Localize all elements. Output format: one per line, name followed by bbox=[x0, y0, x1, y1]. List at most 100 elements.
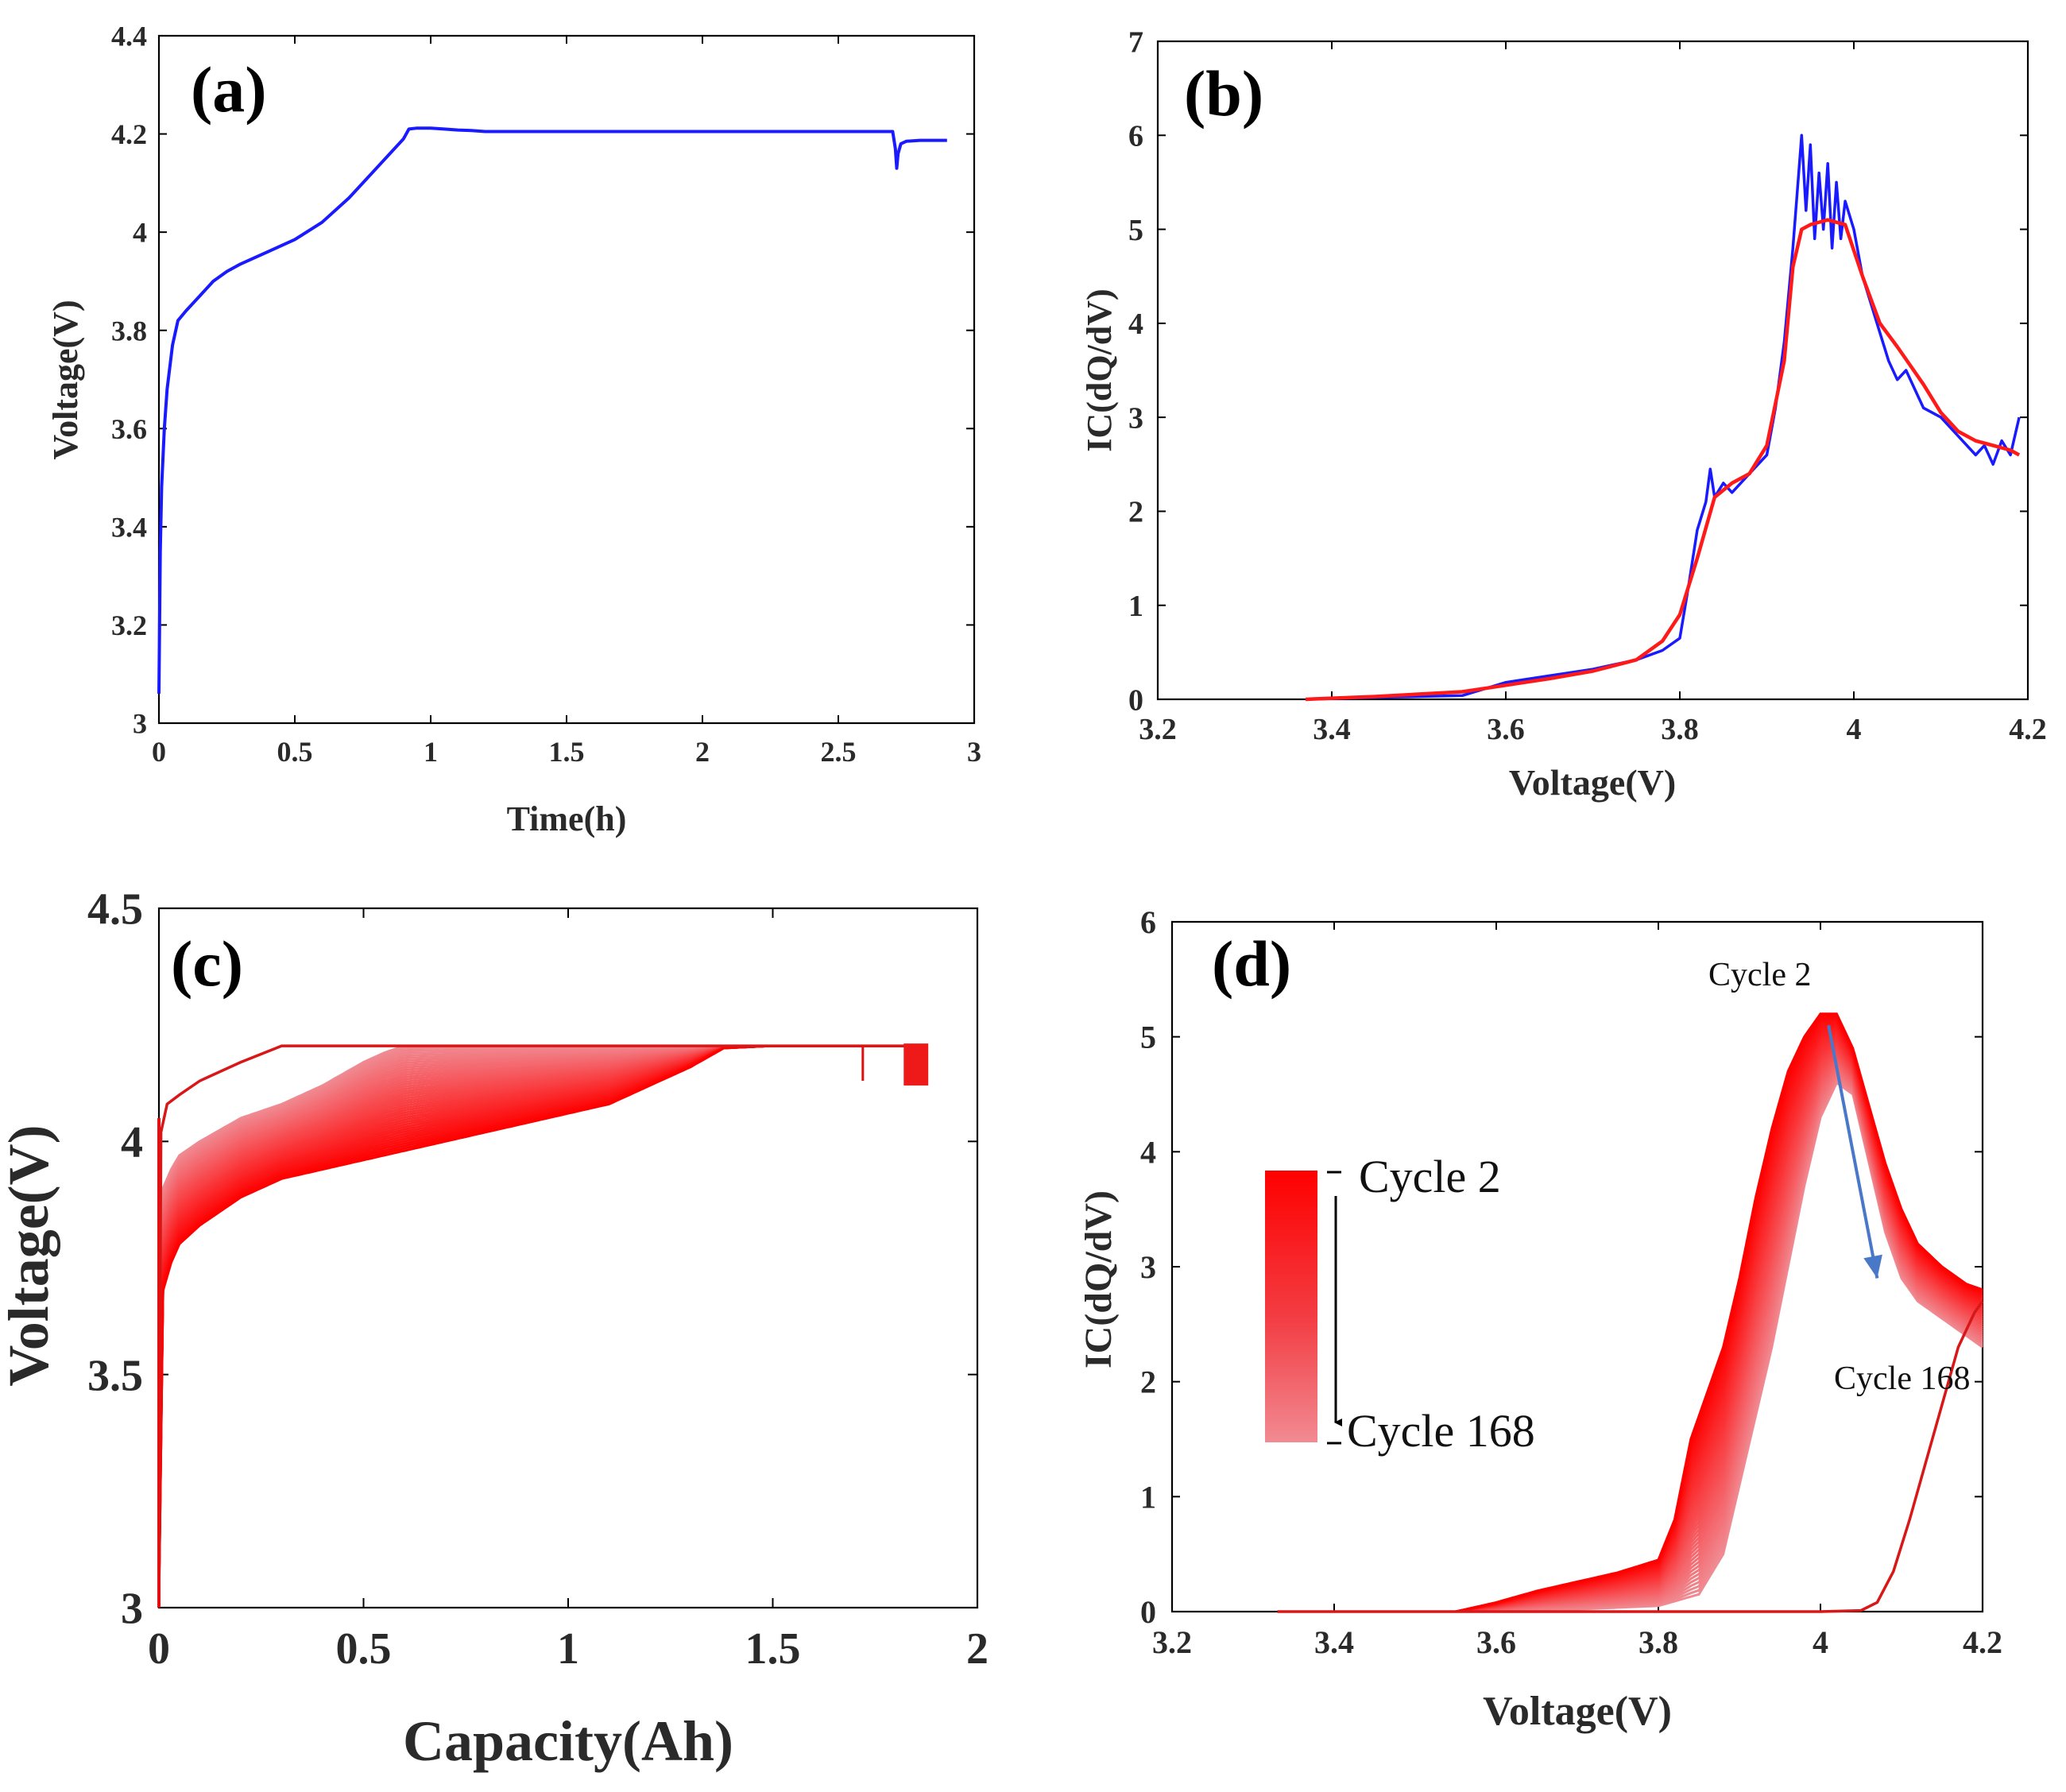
panel-b-ytick-label: 7 bbox=[1128, 25, 1143, 59]
panel-d-cycle-curve bbox=[1277, 1018, 1983, 1613]
panel-b-xtick-label: 3.2 bbox=[1139, 713, 1177, 746]
panel-d-xlabel: Voltage(V) bbox=[1483, 1689, 1672, 1734]
panel-d-xtick-label: 3.4 bbox=[1314, 1624, 1354, 1660]
panel-c-axes bbox=[157, 907, 979, 1609]
panel-a-xtick-label: 1 bbox=[424, 736, 438, 768]
panel-d-xtick-label: 3.8 bbox=[1638, 1624, 1678, 1660]
panel-c-xlabel: Capacity(Ah) bbox=[403, 1709, 733, 1773]
panel-d-cycle-curve bbox=[1277, 1029, 1983, 1613]
panel-d-first-charge-curve bbox=[1277, 1300, 1984, 1613]
panel-d-cycle-curve bbox=[1277, 1017, 1983, 1613]
panel-d-shift-arrow-head bbox=[1863, 1254, 1882, 1279]
panel-d-cycle-curve bbox=[1277, 1020, 1983, 1613]
panel-d-xtick-label: 3.6 bbox=[1476, 1624, 1516, 1660]
panel-d-ticks: 3.2 3.4 3.6 3.8 4 4.2 0 1 2 3 4 5 6 bbox=[1140, 904, 2002, 1660]
panel-b-axes bbox=[1156, 40, 2029, 701]
panel-d-annotation-start: Cycle 2 bbox=[1708, 957, 1811, 993]
panel-d-cycle-curve bbox=[1277, 1032, 1983, 1613]
panel-c: 0 0.5 1 1.5 2 3 3.5 4 4.5 (c) Capacity(Ah) Volta… bbox=[0, 885, 989, 1773]
panel-d-cycle-curve bbox=[1277, 1035, 1983, 1613]
panel-c-xtick-label: 1.5 bbox=[745, 1624, 801, 1674]
panel-b-ytick-label: 4 bbox=[1128, 308, 1143, 341]
panel-d-label: (d) bbox=[1212, 927, 1291, 1000]
panel-b-xtick-label: 4.2 bbox=[2009, 713, 2047, 746]
panel-d-xtick-label: 3.2 bbox=[1152, 1624, 1192, 1660]
panel-d-xtick-label: 4 bbox=[1813, 1624, 1828, 1660]
panel-a-xtick-label: 0.5 bbox=[277, 736, 313, 768]
panel-d-cycle-curve bbox=[1277, 1039, 1983, 1613]
panel-b-xtick-label: 3.4 bbox=[1313, 713, 1351, 746]
panel-d-xtick-label: 4.2 bbox=[1963, 1624, 2002, 1660]
panel-d-legend-top-label: Cycle 2 bbox=[1359, 1151, 1501, 1202]
panel-d-ytick-label: 4 bbox=[1140, 1134, 1156, 1170]
panel-b-ytick-label: 5 bbox=[1128, 214, 1143, 247]
panel-b-xtick-label: 3.6 bbox=[1487, 713, 1525, 746]
panel-c-ytick-label: 3 bbox=[121, 1585, 143, 1634]
panel-d-cycle-curve bbox=[1277, 1026, 1983, 1613]
panel-a-ytick-label: 4.2 bbox=[111, 118, 147, 150]
panel-a-ytick-label: 3.8 bbox=[111, 315, 147, 346]
panel-a-ticks: 0 0.5 1 1.5 2 2.5 3 3 3.2 3.4 3.6 3.8 4 4.2 4.4 bbox=[111, 21, 981, 768]
panel-a-axes bbox=[157, 34, 976, 725]
panel-d-cycle-curve bbox=[1277, 1028, 1983, 1613]
panel-d-ytick-label: 2 bbox=[1140, 1364, 1156, 1400]
panel-d-cycle-curve bbox=[1277, 1023, 1983, 1613]
panel-b-ytick-label: 1 bbox=[1128, 590, 1143, 623]
panel-d-cycle-curve bbox=[1277, 1037, 1983, 1613]
panel-b-xlabel: Voltage(V) bbox=[1509, 762, 1676, 803]
panel-a-xtick-label: 0 bbox=[152, 736, 166, 768]
panel-b-series-raw bbox=[1306, 134, 2021, 701]
panel-a-xtick-label: 2.5 bbox=[821, 736, 857, 768]
panel-b-xtick-label: 3.8 bbox=[1661, 713, 1699, 746]
panel-a-xtick-label: 1.5 bbox=[549, 736, 585, 768]
panel-a-ytick-label: 4 bbox=[133, 217, 147, 249]
panel-c-xtick-label: 0.5 bbox=[336, 1624, 392, 1674]
panel-c-ylabel: Voltage(V) bbox=[0, 1124, 60, 1386]
panel-c-xtick-label: 0 bbox=[148, 1624, 170, 1674]
panel-d-ylabel: IC(dQ/dV) bbox=[1077, 1190, 1120, 1368]
panel-c-xtick-label: 1 bbox=[557, 1624, 579, 1674]
panel-a-ytick-label: 3 bbox=[133, 708, 147, 740]
panel-c-first-charge-curve bbox=[157, 1044, 916, 1608]
panel-d-cycle-curve bbox=[1277, 1014, 1983, 1613]
panel-d-cycle-curve bbox=[1277, 1016, 1983, 1613]
panel-c-data bbox=[157, 1043, 929, 1608]
panel-d-annotation-end: Cycle 168 bbox=[1834, 1360, 1970, 1397]
panel-d-cycle-curve bbox=[1277, 1021, 1983, 1613]
panel-a-xtick-label: 3 bbox=[967, 736, 981, 768]
panel-d-cycle-curve bbox=[1277, 1039, 1983, 1613]
panel-c-ytick-label: 4.5 bbox=[87, 885, 143, 935]
panel-c-relaxation-block bbox=[903, 1043, 929, 1086]
panel-d: 3.2 3.4 3.6 3.8 4 4.2 0 1 2 3 4 5 6 (d) Voltage(V) I… bbox=[1077, 904, 2002, 1734]
panel-d-cycle-curve bbox=[1277, 1012, 1983, 1613]
panel-b-label: (b) bbox=[1184, 57, 1263, 130]
panel-a-ylabel: Voltage(V) bbox=[46, 300, 85, 459]
panel-a-ytick-label: 3.4 bbox=[111, 511, 147, 543]
panel-c-ticks: 0 0.5 1 1.5 2 3 3.5 4 4.5 bbox=[87, 885, 989, 1674]
panel-d-shift-arrow bbox=[1827, 1024, 1879, 1279]
panel-a-ytick-label: 3.6 bbox=[111, 413, 147, 445]
panel-b-series-smoothed bbox=[1306, 218, 2021, 702]
panel-d-data bbox=[1277, 1012, 1984, 1613]
panel-a-xlabel: Time(h) bbox=[507, 799, 627, 838]
panel-d-ytick-label: 5 bbox=[1140, 1020, 1156, 1055]
panel-d-ytick-label: 1 bbox=[1140, 1479, 1156, 1515]
panel-b-xtick-label: 4 bbox=[1847, 713, 1862, 746]
panel-a-data bbox=[157, 126, 947, 694]
panel-a-ytick-label: 3.2 bbox=[111, 610, 147, 641]
panel-b-ytick-label: 2 bbox=[1128, 496, 1143, 529]
panel-a-xtick-label: 2 bbox=[695, 736, 710, 768]
panel-d-ytick-label: 0 bbox=[1140, 1594, 1156, 1630]
panel-a-label: (a) bbox=[191, 53, 267, 126]
panel-d-cycle-curve bbox=[1277, 1031, 1983, 1613]
panel-c-label: (c) bbox=[171, 927, 243, 1000]
panel-d-cycle-curve bbox=[1277, 1024, 1983, 1613]
panel-b-ylabel: IC(dQ/dV) bbox=[1080, 288, 1119, 451]
panel-c-xtick-label: 2 bbox=[966, 1624, 989, 1674]
panel-a-series-voltage bbox=[157, 126, 947, 694]
panel-d-ytick-label: 3 bbox=[1140, 1249, 1156, 1285]
panel-a: 0 0.5 1 1.5 2 2.5 3 3 3.2 3.4 3.6 3.8 4 4.2 4.4 (a) Ti… bbox=[46, 21, 981, 838]
panel-d-color-legend-bar bbox=[1265, 1171, 1317, 1442]
